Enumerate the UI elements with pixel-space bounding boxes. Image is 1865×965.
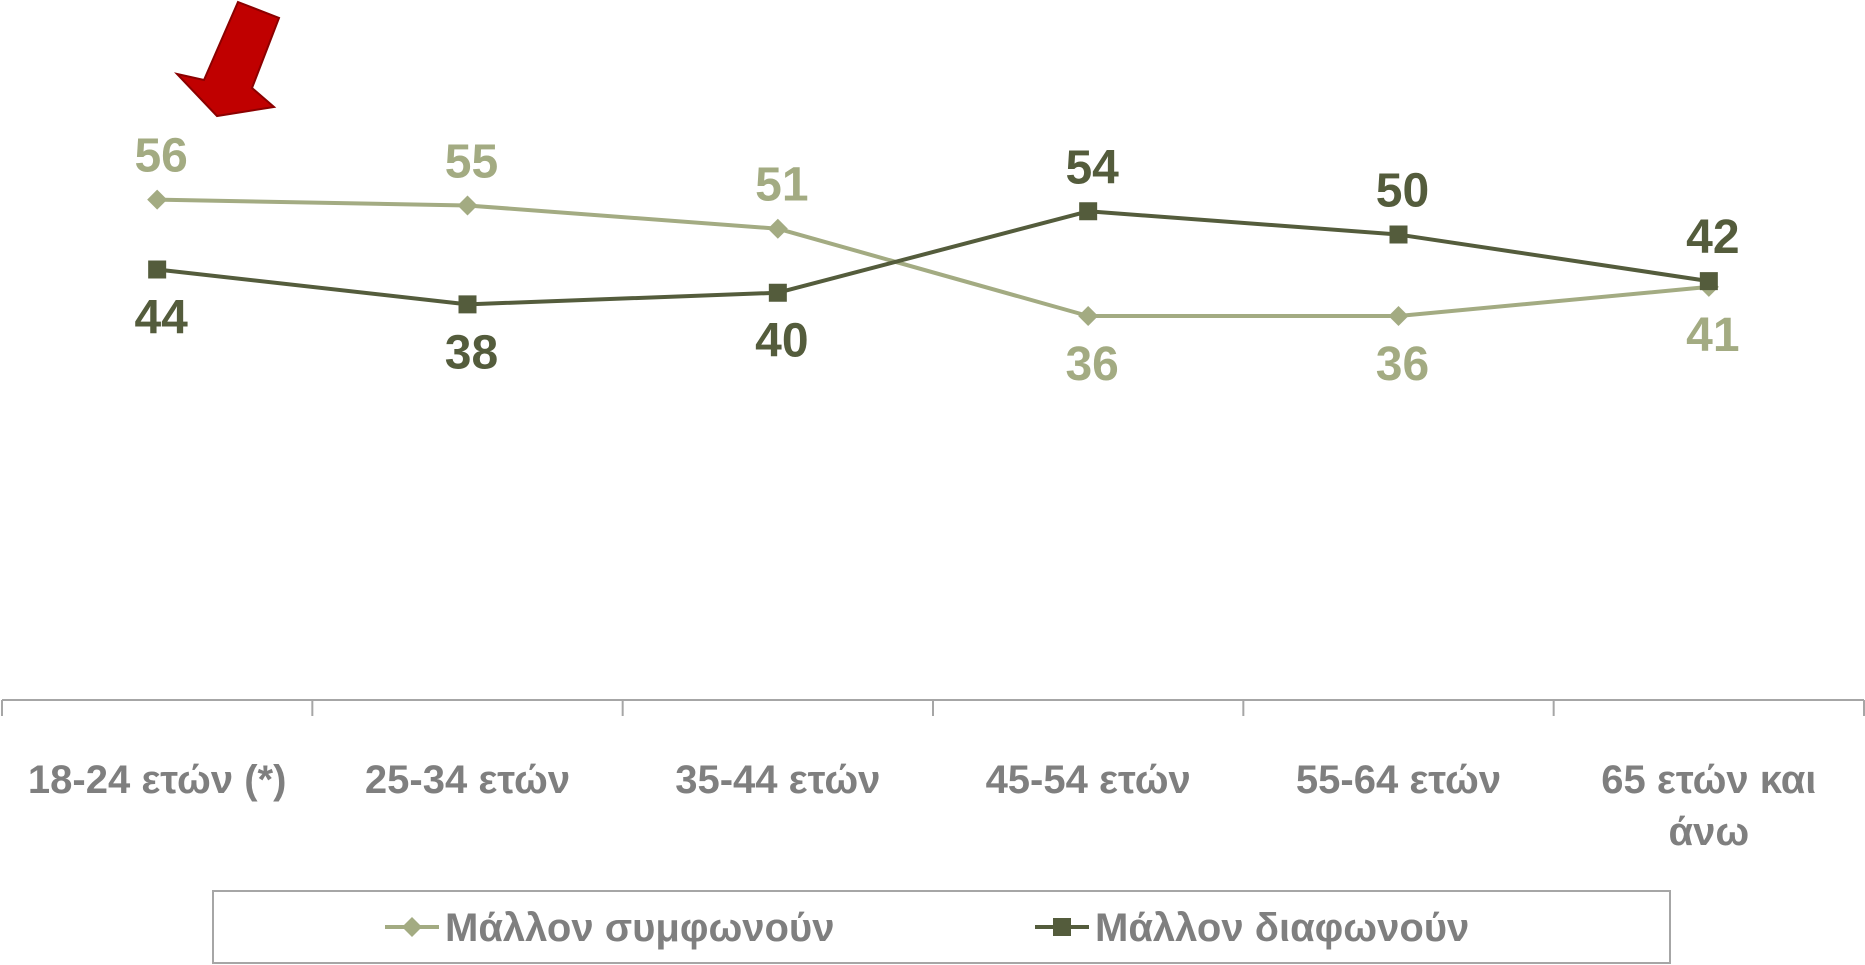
data-label: 36 [1376,338,1429,391]
data-label: 50 [1376,165,1429,218]
square-marker [1699,272,1718,291]
data-label: 56 [134,130,187,183]
square-marker [1389,225,1408,244]
data-label: 42 [1686,211,1739,264]
diamond-marker [147,189,168,210]
data-label: 40 [755,315,808,368]
legend-label: Μάλλον διαφωνούν [1095,906,1469,950]
data-label: 41 [1686,309,1739,362]
data-label: 54 [1065,141,1119,194]
square-marker [1053,918,1071,936]
square-marker [458,295,477,314]
data-label: 38 [445,326,498,379]
red-arrow-icon [174,0,281,118]
legend-label: Μάλλον συμφωνούν [445,906,834,950]
legend: Μάλλον συμφωνούν Μάλλον διαφωνούν [212,890,1671,964]
x-tick-label: 55-64 ετών [1296,758,1501,802]
square-marker [768,283,787,302]
diamond-marker [767,218,788,239]
x-tick-label: 25-34 ετών [365,758,570,802]
legend-box [212,890,1671,964]
square-marker [1079,202,1098,221]
x-tick-label: 18-24 ετών (*) [28,758,287,802]
data-label: 51 [755,159,808,212]
diamond-marker [402,917,422,937]
series-line [156,209,1710,307]
data-label: 36 [1065,338,1118,391]
data-label: 55 [445,135,498,188]
series-line [157,197,1710,318]
diamond-marker [457,195,478,216]
x-tick-label: 45-54 ετών [986,758,1191,802]
x-tick-label: 35-44 ετών [675,758,880,802]
diamond-marker [1078,306,1099,326]
x-axis: 18-24 ετών (*) 25-34 ετών 35-44 ετών 45-54 … [1,699,1865,854]
x-tick-label: 65 ετών και άνω [1601,758,1816,854]
data-label: 44 [134,291,188,344]
diamond-marker [1388,306,1409,326]
square-marker [148,260,167,279]
